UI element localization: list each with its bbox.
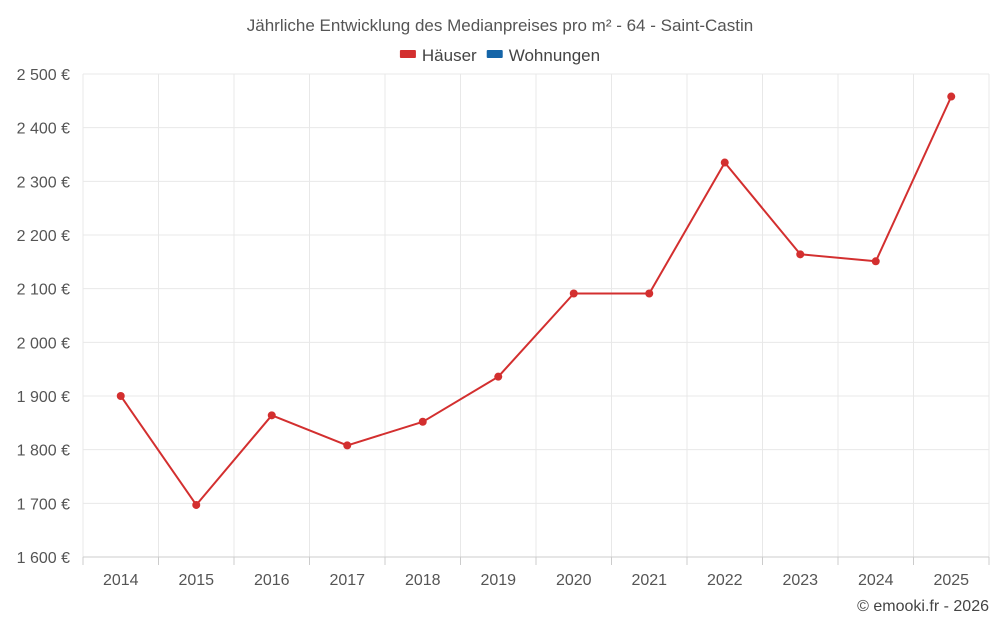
data-point[interactable] — [418, 417, 427, 426]
y-tick-label: 2 400 € — [17, 121, 70, 138]
x-tick-label: 2019 — [480, 572, 516, 589]
data-point[interactable] — [116, 392, 125, 400]
x-tick-label: 2017 — [329, 572, 365, 589]
y-tick-label: 1 700 € — [17, 496, 70, 513]
y-tick-label: 2 500 € — [17, 67, 70, 84]
y-tick-label: 2 100 € — [17, 282, 70, 299]
legend-swatch — [486, 50, 503, 58]
data-point[interactable] — [645, 289, 654, 298]
chart-title: Jährliche Entwicklung des Medianpreises … — [247, 16, 753, 35]
y-axis: 1 600 € 1 700 € 1 800 € 1 900 € 2 000 € 2 100… — [17, 67, 70, 567]
x-tick-label: 2024 — [858, 572, 894, 589]
legend-label: Wohnungen — [509, 46, 600, 65]
x-tick-label: 2018 — [405, 572, 441, 589]
x-tick-label: 2022 — [707, 572, 743, 589]
legend-item-häuser[interactable]: Häuser — [399, 46, 477, 65]
data-point[interactable] — [494, 372, 503, 381]
series-line-häuser — [119, 96, 953, 506]
x-tick-label: 2020 — [556, 572, 592, 589]
legend-item-wohnungen[interactable]: Wohnungen — [486, 46, 600, 65]
x-tick-label: 2015 — [178, 572, 214, 589]
data-point[interactable] — [192, 500, 201, 509]
series-layer — [116, 92, 956, 509]
data-point[interactable] — [343, 441, 352, 450]
y-tick-label: 2 300 € — [17, 174, 70, 191]
x-tick-label: 2014 — [103, 572, 139, 589]
legend-swatch — [399, 50, 416, 58]
data-point[interactable] — [720, 158, 729, 167]
grid — [82, 73, 990, 565]
data-point[interactable] — [569, 289, 578, 298]
y-tick-label: 1 600 € — [17, 550, 70, 567]
credit-text: © emooki.fr - 2026 — [857, 598, 989, 615]
y-tick-label: 1 900 € — [17, 389, 70, 406]
data-point[interactable] — [871, 257, 880, 266]
legend-label: Häuser — [422, 46, 477, 65]
x-tick-label: 2025 — [933, 572, 969, 589]
y-tick-label: 1 800 € — [17, 443, 70, 460]
data-point[interactable] — [267, 411, 276, 420]
data-point[interactable] — [796, 250, 805, 259]
y-tick-label: 2 000 € — [17, 335, 70, 352]
x-axis: 2014 2015 2016 2017 2018 2019 2020 2021 2022 2023… — [103, 572, 969, 589]
legend[interactable]: Häuser Wohnungen — [399, 46, 600, 65]
x-tick-label: 2016 — [254, 572, 290, 589]
x-tick-label: 2023 — [782, 572, 818, 589]
data-point[interactable] — [947, 92, 956, 101]
y-tick-label: 2 200 € — [17, 228, 70, 245]
x-tick-label: 2021 — [631, 572, 667, 589]
